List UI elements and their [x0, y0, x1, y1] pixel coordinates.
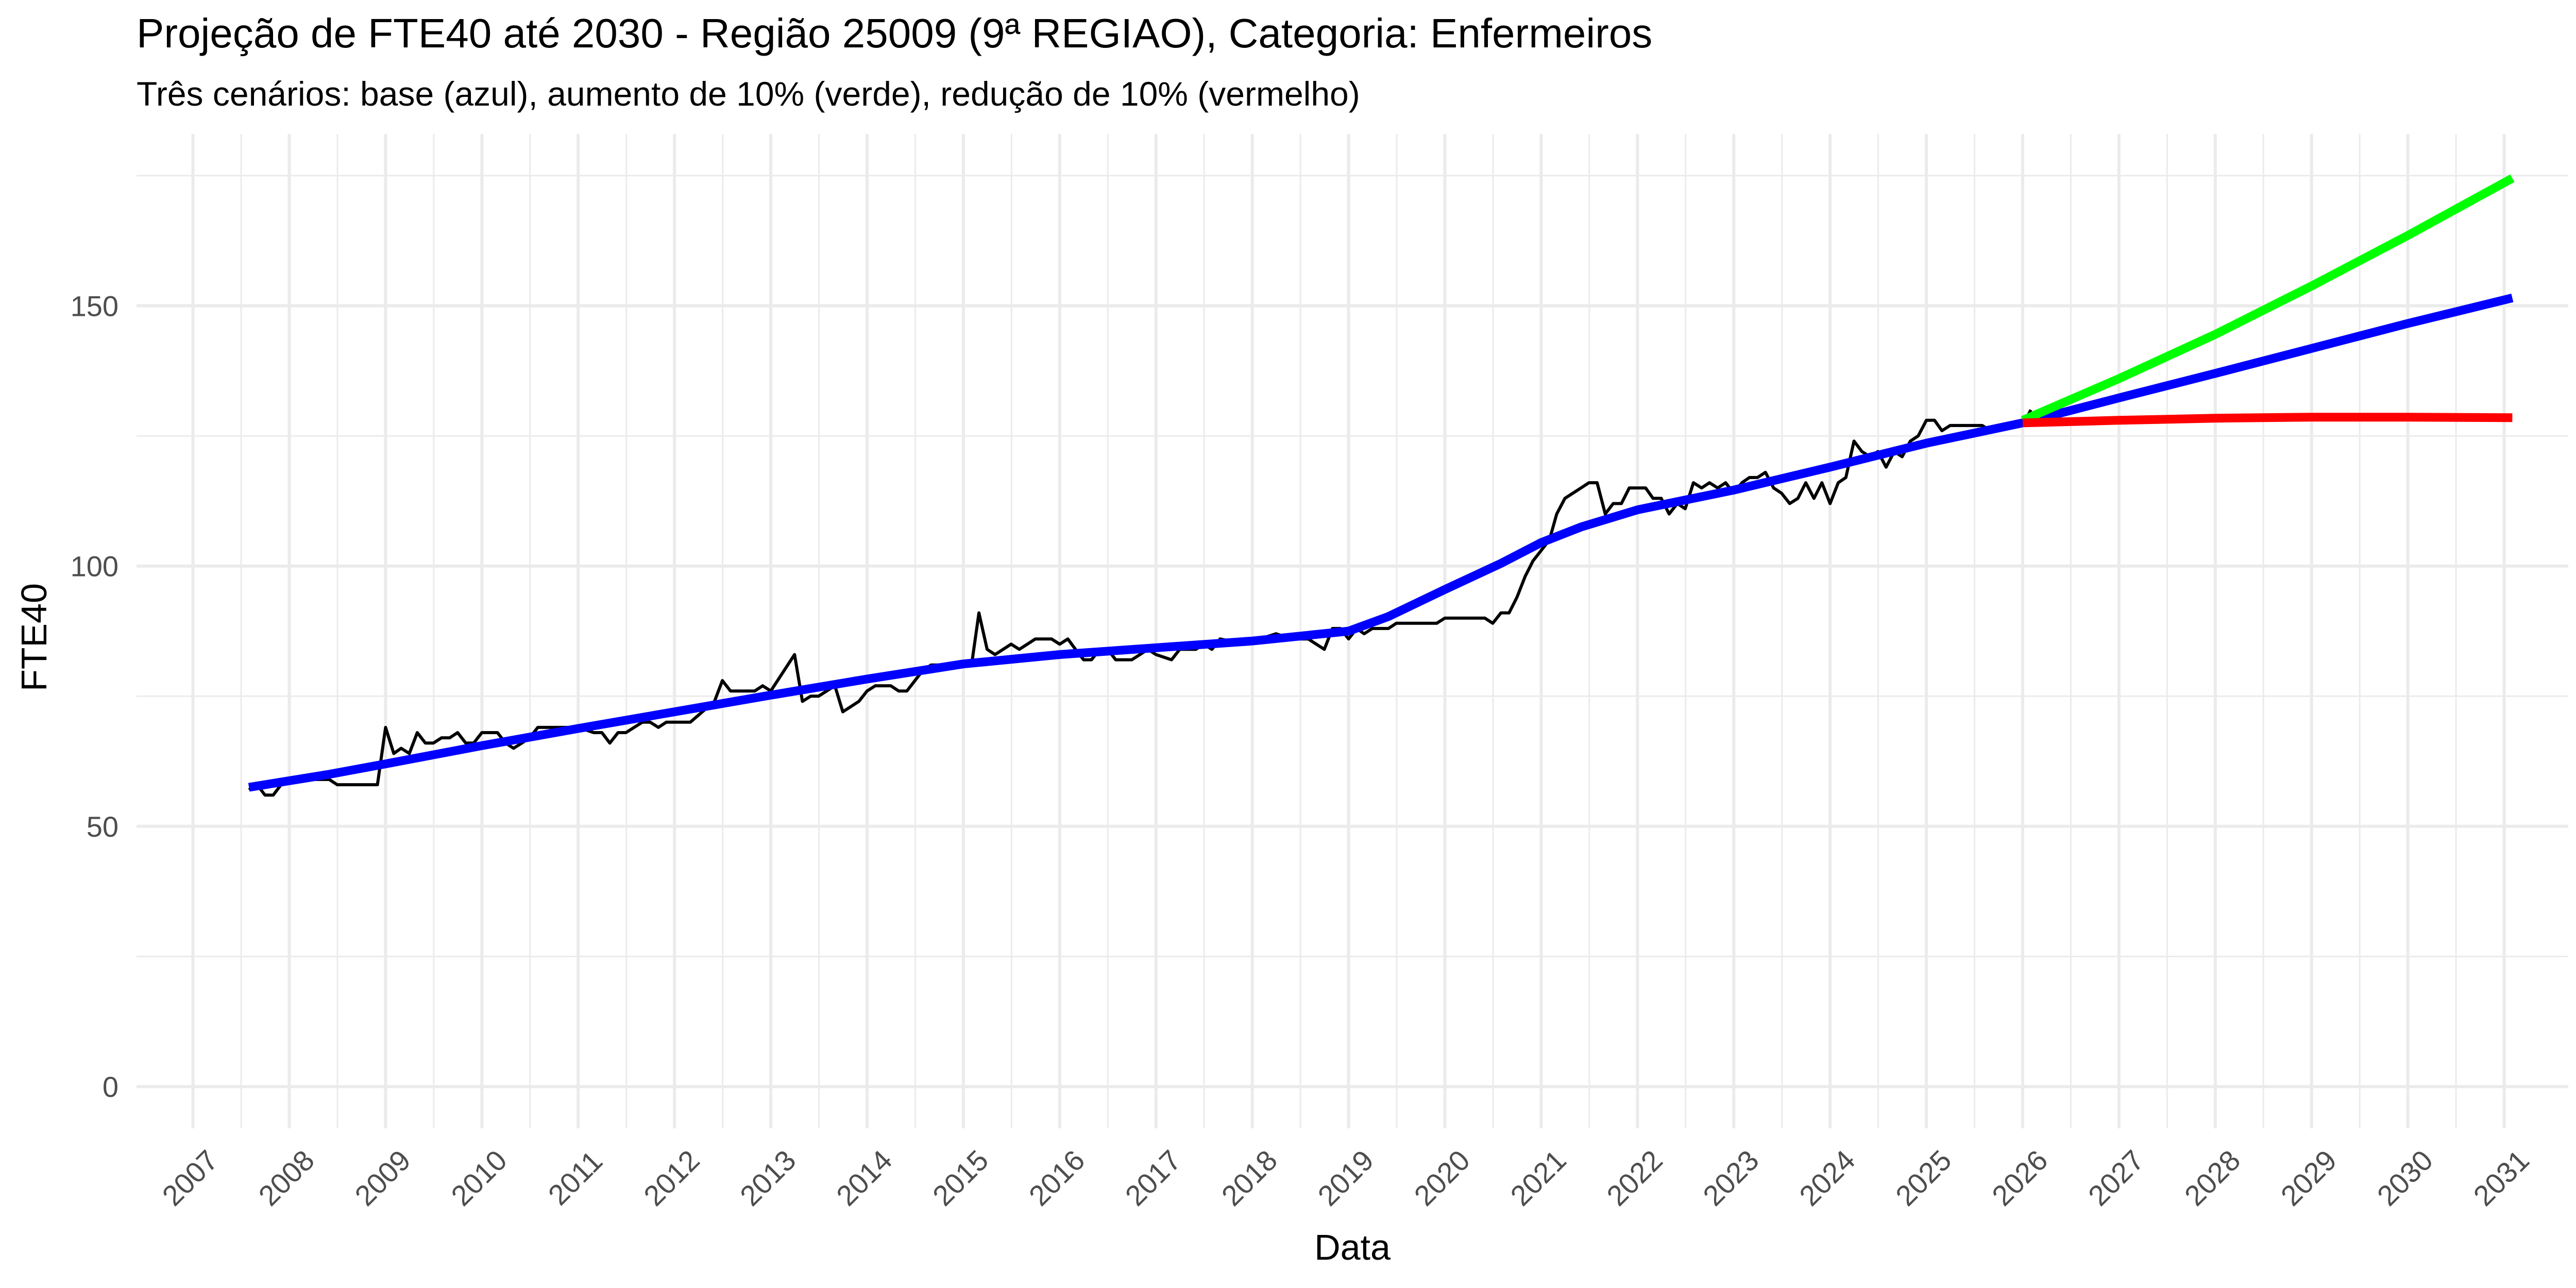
- chart-subtitle: Três cenários: base (azul), aumento de 1…: [137, 75, 1360, 113]
- series-line-2: [2021, 174, 2515, 425]
- series-line-3: [2022, 413, 2513, 428]
- y-axis-label: FTE40: [14, 583, 54, 691]
- y-tick-labels: 0 50 100 150: [71, 290, 118, 1103]
- grid-lines: [137, 134, 2568, 1128]
- series-line-1: [248, 294, 2514, 792]
- y-tick-label: 100: [71, 550, 118, 583]
- y-tick-label: 50: [87, 810, 118, 843]
- chart-title: Projeção de FTE40 até 2030 - Região 2500…: [137, 10, 1652, 56]
- y-tick-label: 150: [71, 290, 118, 322]
- series-lines: [248, 174, 2515, 797]
- y-tick-label: 0: [103, 1071, 118, 1103]
- x-axis-label: Data: [1314, 1227, 1391, 1267]
